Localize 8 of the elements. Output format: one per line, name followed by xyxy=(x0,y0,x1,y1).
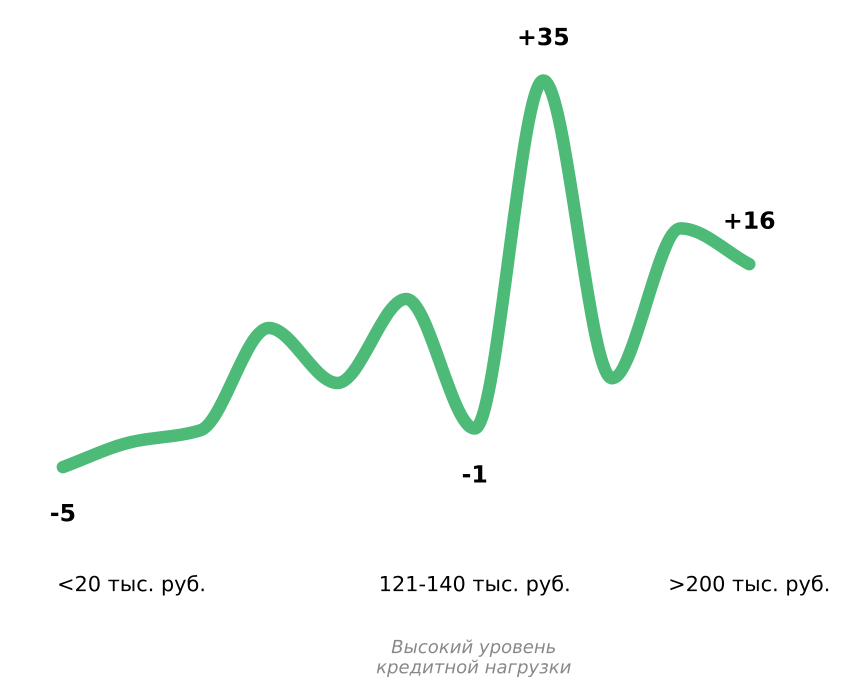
text: Высокий уровень кредитной нагрузки xyxy=(376,639,571,678)
data-label: +35 xyxy=(520,28,568,46)
x-tick-label: <20 тыс. руб. xyxy=(59,574,204,596)
data-label: +16 xyxy=(725,211,774,230)
data-label: -1 xyxy=(462,465,486,483)
data-label: -5 xyxy=(51,504,74,522)
x-tick-label: >200 тыс. руб. xyxy=(670,574,828,596)
x-tick-label: 121-140 тыс. руб. xyxy=(381,574,568,596)
